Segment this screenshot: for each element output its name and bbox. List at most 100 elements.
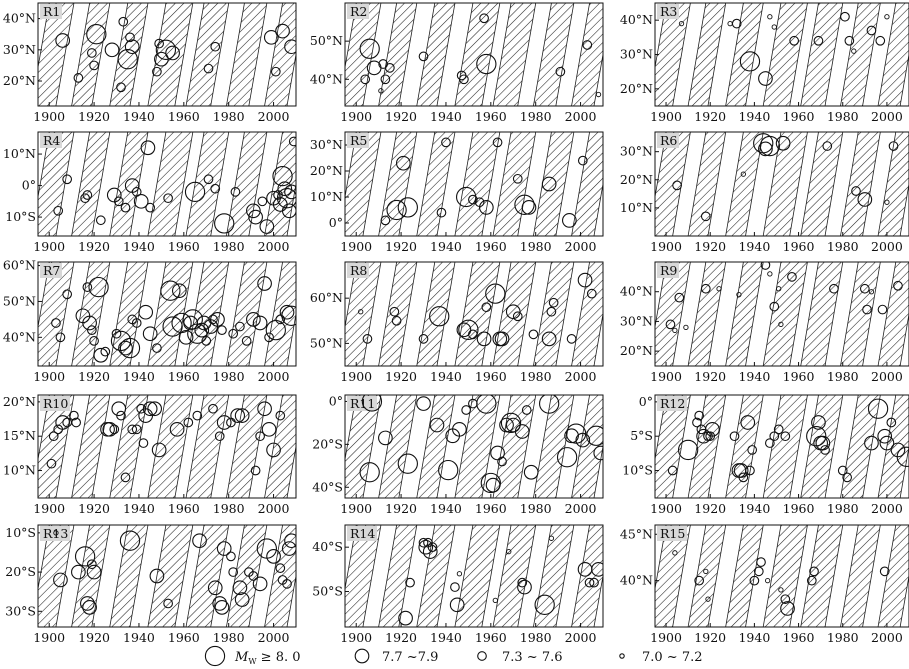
hatch-stripe	[877, 3, 909, 106]
events	[672, 133, 899, 222]
hatch-stripe	[416, 395, 456, 498]
earthquake-point	[380, 74, 391, 85]
y-tick-label: 40°N	[3, 11, 36, 26]
y-tick-label: 50°S	[312, 584, 343, 599]
x-tick-label: 1980	[213, 630, 245, 645]
panel-r4: 1900 1920 1940 1960 1980 2000 10°S 0° 10°N R4	[3, 131, 297, 254]
y-tick-label: 50°N	[310, 335, 343, 350]
y-tick-label: 20°S	[5, 564, 36, 579]
hatch-stripe	[264, 262, 296, 366]
earthquake-point	[71, 564, 86, 580]
earthquake-point	[138, 304, 154, 320]
earthquake-point	[674, 292, 685, 303]
earthquake-point	[879, 566, 890, 577]
earthquake-point	[284, 39, 296, 55]
earthquake-point	[888, 141, 899, 151]
y-tick-label: 20°N	[620, 343, 653, 358]
region-label-box	[347, 263, 369, 278]
earthquake-point	[521, 405, 532, 415]
y-tick-label: 50°N	[3, 293, 36, 308]
earthquake-point	[521, 200, 537, 215]
hatch-stripe	[725, 3, 764, 106]
hatch-stripe	[800, 132, 844, 236]
earthquake-point	[418, 51, 429, 62]
x-tick-label: 1980	[827, 630, 859, 645]
hatch-stripe	[571, 395, 603, 498]
x-tick-label: 1900	[340, 630, 372, 645]
earthquake-point	[733, 463, 749, 478]
panel-frame	[37, 261, 297, 367]
earthquake-point	[692, 417, 702, 428]
hatch-stripe	[109, 132, 149, 236]
hatch-stripe	[71, 132, 111, 236]
earthquake-point	[120, 472, 131, 483]
hatch-stripe	[345, 395, 382, 498]
earthquake-point	[884, 199, 890, 205]
earthquake-point	[133, 193, 149, 209]
events	[665, 262, 903, 333]
x-tick-label: 1980	[213, 109, 245, 124]
earthquake-point	[276, 188, 296, 209]
earthquake-point	[694, 410, 705, 421]
region-label-text: R12	[660, 396, 685, 411]
earthquake-point	[212, 596, 228, 611]
x-tick-label: 1960	[168, 109, 200, 124]
earthquake-point	[840, 11, 850, 22]
legend-entry: MW ≥ 8. 0	[204, 645, 301, 667]
earthquake-point	[53, 530, 59, 536]
hatch-stripe	[877, 395, 909, 498]
events	[53, 530, 296, 615]
hatch-stripe	[532, 132, 575, 236]
earthquake-point	[729, 431, 740, 442]
earthquake-point	[787, 272, 797, 282]
region-label-text: R1	[43, 4, 60, 19]
earthquake-point	[436, 207, 447, 218]
y-tick-label: 40°N	[620, 284, 653, 299]
hatch-stripe	[655, 525, 691, 627]
region-label: R15	[657, 526, 687, 541]
x-tick-label: 1940	[123, 369, 155, 384]
earthquake-point	[815, 435, 831, 451]
earthquake-point	[862, 304, 872, 315]
earthquake-point	[780, 594, 791, 605]
earthquake-point	[102, 421, 118, 437]
y-tick-label: 40°N	[3, 329, 36, 344]
earthquake-point	[418, 334, 429, 344]
x-tick-label: 1920	[385, 369, 417, 384]
hatch-stripes	[345, 132, 603, 236]
earthquake-point	[48, 431, 59, 442]
earthquake-point	[438, 459, 459, 481]
hatch-stripe	[147, 3, 194, 106]
hatch-stripe	[109, 3, 149, 106]
earthquake-point	[512, 173, 523, 184]
earthquake-point	[745, 465, 755, 476]
earthquake-point	[230, 408, 246, 423]
hatch-stripe	[840, 262, 881, 366]
hatch-stripe	[725, 262, 764, 366]
earthquake-point	[125, 32, 135, 43]
earthquake-point	[769, 301, 780, 312]
legend-entry: 7.3 ~ 7.6	[477, 650, 563, 665]
y-tick-label: 10°N	[620, 200, 653, 215]
region-label: R7	[40, 263, 62, 278]
earthquake-point	[667, 465, 678, 476]
earthquake-point	[485, 477, 501, 493]
earthquake-point	[152, 343, 162, 353]
hatch-stripe	[416, 3, 456, 106]
y-tick-label: 30°S	[5, 603, 36, 618]
earthquake-point	[452, 421, 467, 437]
earthquake-point	[217, 325, 227, 335]
earthquake-point	[51, 318, 61, 328]
earthquake-point	[270, 66, 281, 77]
earthquake-point	[207, 580, 223, 596]
x-tick-label: 1960	[783, 109, 815, 124]
region-label-box	[657, 133, 679, 148]
earthquake-point	[359, 38, 380, 59]
hatch-stripe	[416, 525, 456, 627]
hatch-stripe	[762, 132, 808, 236]
earthquake-point	[875, 35, 886, 46]
y-tick-label: 10°N	[3, 463, 36, 478]
events	[55, 16, 296, 93]
hatch-stripe	[454, 3, 501, 106]
